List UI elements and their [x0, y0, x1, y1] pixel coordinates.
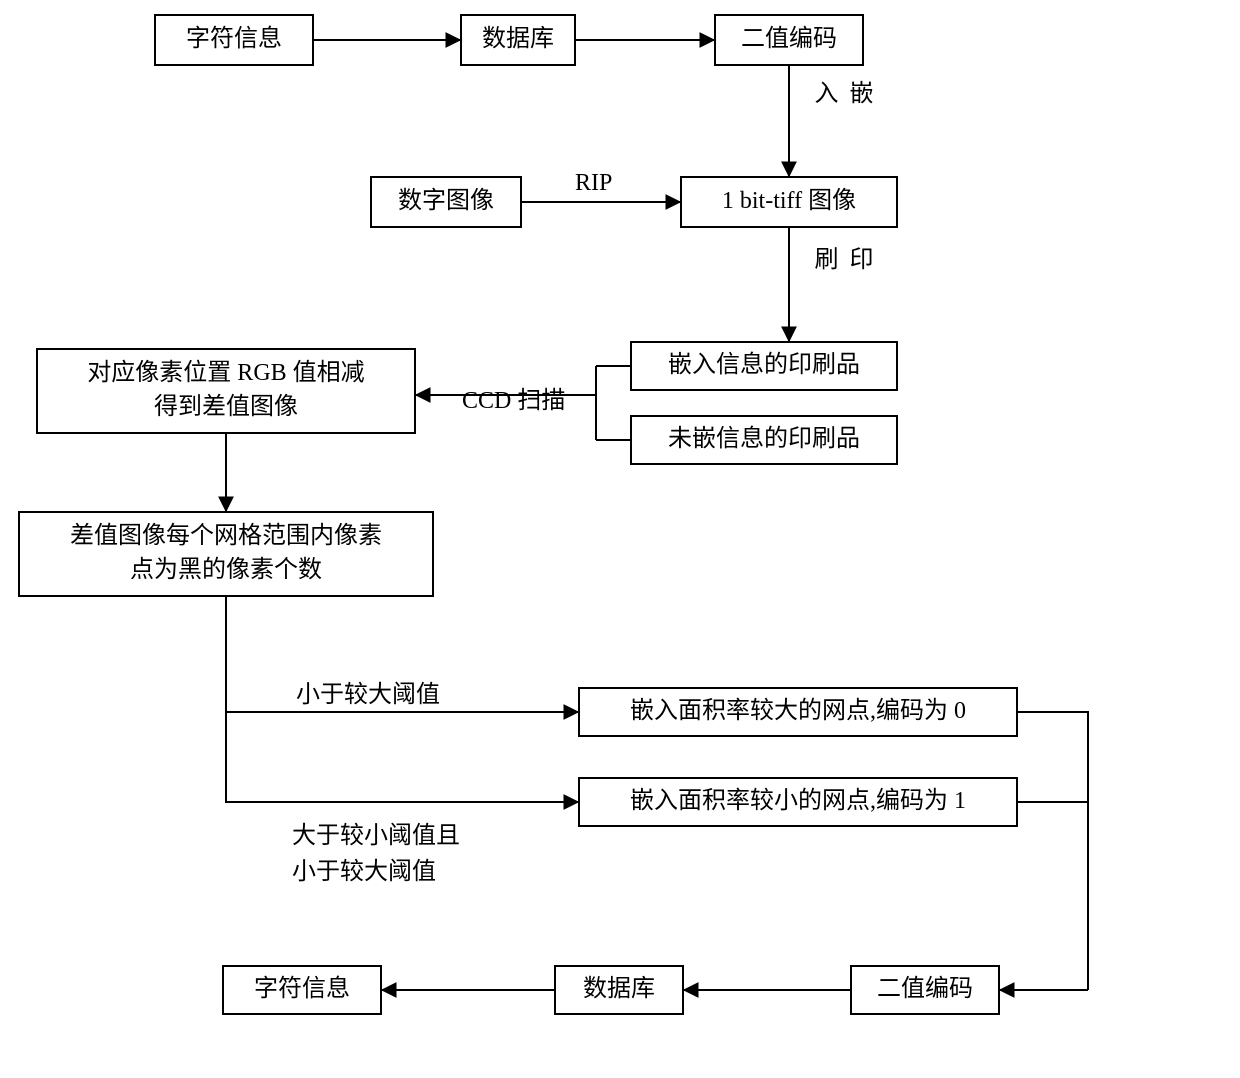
edge-label-print: 印 刷	[806, 246, 876, 270]
node-binary-code-bot: 二值编码	[850, 965, 1000, 1015]
node-label: 二值编码	[877, 974, 973, 1005]
node-label: 数字图像	[398, 186, 494, 217]
edge-label-ccd: CCD 扫描	[462, 380, 565, 415]
node-label: 嵌入信息的印刷品	[668, 350, 860, 381]
edge-label-lt: 小于较大阈值	[296, 674, 440, 709]
node-label: 二值编码	[741, 24, 837, 55]
label-text: RIP	[575, 170, 612, 196]
node-database-top: 数据库	[460, 14, 576, 66]
node-label: 差值图像每个网格范围内像素 点为黑的像素个数	[70, 520, 382, 587]
node-rgb-diff: 对应像素位置 RGB 值相减 得到差值图像	[36, 348, 416, 434]
label-text: 小于较大阈值	[296, 682, 440, 708]
node-black-pixel-count: 差值图像每个网格范围内像素 点为黑的像素个数	[18, 511, 434, 597]
label-text: 嵌 入	[810, 80, 871, 104]
edge-label-embed: 嵌 入	[806, 80, 876, 104]
label-text: 大于较小阈值且 小于较大阈值	[292, 823, 460, 885]
node-label: 1 bit-tiff 图像	[722, 186, 856, 217]
label-text: 印 刷	[810, 246, 871, 270]
node-encode-0: 嵌入面积率较大的网点,编码为 0	[578, 687, 1018, 737]
node-encode-1: 嵌入面积率较小的网点,编码为 1	[578, 777, 1018, 827]
node-noembed-print: 未嵌信息的印刷品	[630, 415, 898, 465]
node-label: 字符信息	[186, 24, 282, 55]
node-label: 嵌入面积率较小的网点,编码为 1	[630, 786, 966, 817]
node-1bit-tiff: 1 bit-tiff 图像	[680, 176, 898, 228]
node-digital-image: 数字图像	[370, 176, 522, 228]
label-text: CCD 扫描	[462, 388, 565, 414]
node-embedded-print: 嵌入信息的印刷品	[630, 341, 898, 391]
node-database-bot: 数据库	[554, 965, 684, 1015]
edge-label-between: 大于较小阈值且 小于较大阈值	[292, 818, 460, 890]
node-label: 对应像素位置 RGB 值相减 得到差值图像	[87, 357, 364, 424]
node-label: 嵌入面积率较大的网点,编码为 0	[630, 696, 966, 727]
node-label: 未嵌信息的印刷品	[668, 424, 860, 455]
node-char-info-top: 字符信息	[154, 14, 314, 66]
node-label: 数据库	[583, 974, 655, 1005]
node-label: 数据库	[482, 24, 554, 55]
node-binary-code-top: 二值编码	[714, 14, 864, 66]
node-label: 字符信息	[254, 974, 350, 1005]
edge-label-rip: RIP	[575, 170, 612, 197]
node-char-info-bot: 字符信息	[222, 965, 382, 1015]
